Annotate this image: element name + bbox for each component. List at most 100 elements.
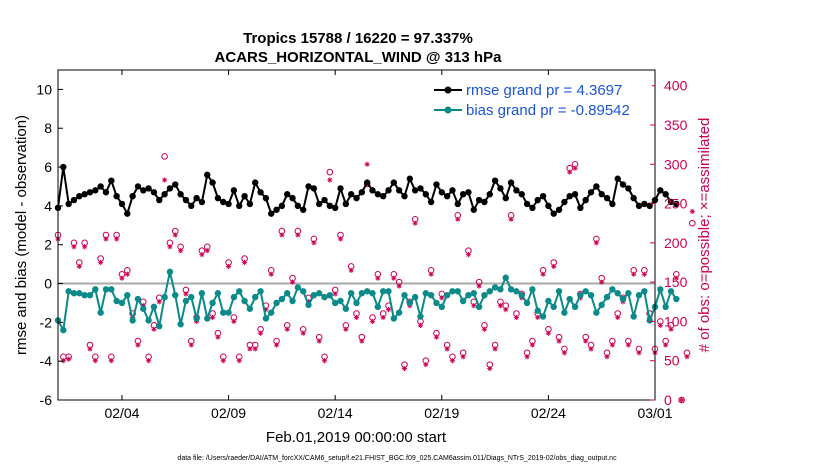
bias-point <box>177 321 184 328</box>
left-y-tick-label: 2 <box>44 237 52 253</box>
rmse-point <box>214 194 222 202</box>
bias-point <box>475 303 483 311</box>
obs-assimilated-marker <box>364 161 370 167</box>
bias-point <box>395 309 403 316</box>
rmse-point <box>166 185 174 192</box>
bias-point <box>630 313 637 320</box>
asterisk-stroke <box>327 177 332 183</box>
rmse-point <box>593 183 600 190</box>
rmse-point <box>443 192 451 200</box>
rmse-point <box>561 198 568 206</box>
rmse-point <box>497 185 504 192</box>
bias-point <box>289 297 296 305</box>
rmse-point <box>673 200 680 208</box>
obs-assimilated-marker <box>380 314 386 321</box>
rmse-point <box>252 179 259 186</box>
obs-assimilated-marker <box>167 244 173 250</box>
bias-point <box>587 291 595 299</box>
asterisk-stroke <box>412 221 418 226</box>
rmse-point <box>321 196 328 204</box>
asterisk-stroke <box>381 315 386 320</box>
asterisk-stroke <box>386 307 391 312</box>
x-tick-label: 02/24 <box>531 405 566 421</box>
rmse-point <box>310 185 318 192</box>
bias-point <box>555 288 563 295</box>
left-y-axis-ticks: 10 8 6 4 2 0 -2 -4 -6 <box>36 81 63 408</box>
bias-point <box>124 291 131 299</box>
obs-assimilated-marker <box>583 338 589 344</box>
rmse-point <box>278 202 286 210</box>
bias-point <box>646 317 653 324</box>
bias-point <box>92 286 99 293</box>
bias-point <box>534 307 541 314</box>
obs-assimilated-marker <box>396 283 402 289</box>
asterisk-stroke <box>103 236 109 242</box>
asterisk-stroke <box>359 338 364 344</box>
asterisk-stroke <box>210 315 215 320</box>
rmse-point <box>630 194 637 202</box>
x-axis-label: Feb.01,2019 00:00:00 start <box>266 429 447 446</box>
obs-assimilated-marker <box>321 358 328 364</box>
bias-point <box>470 290 477 297</box>
obs-assimilated-marker <box>87 346 93 352</box>
rmse-point <box>390 179 398 186</box>
obs-assimilated-marker <box>343 326 349 332</box>
bias-point <box>166 268 174 276</box>
obs-assimilated-marker <box>476 283 482 289</box>
asterisk-stroke <box>428 272 434 277</box>
obs-assimilated-marker <box>332 291 338 297</box>
obs-assimilated-marker <box>673 275 679 281</box>
rmse-point <box>539 192 547 200</box>
obs-assimilated-marker <box>439 295 445 301</box>
bias-point <box>614 290 621 297</box>
bias-point <box>406 299 414 307</box>
obs-assimilated-marker <box>593 240 599 246</box>
asterisk-stroke <box>157 299 162 304</box>
bias-point <box>582 288 589 295</box>
obs-assimilated-marker <box>444 346 450 352</box>
left-y-tick-label: 10 <box>36 81 52 97</box>
obs-assimilated-marker <box>124 271 130 277</box>
rmse-point <box>230 187 238 194</box>
rmse-point <box>246 200 254 208</box>
legend-box <box>426 77 652 123</box>
asterisk-stroke <box>594 240 599 245</box>
obs-assimilated-marker <box>241 259 248 266</box>
rmse-point <box>326 202 334 210</box>
bias-point <box>603 293 611 301</box>
bias-series <box>54 268 680 334</box>
bias-point <box>417 313 424 320</box>
rmse-point <box>65 200 72 208</box>
asterisk-stroke <box>572 166 578 171</box>
bias-point <box>337 297 344 305</box>
bias-point <box>401 291 408 299</box>
asterisk-stroke <box>338 236 343 242</box>
asterisk-stroke <box>290 280 295 285</box>
obs-assimilated-marker <box>114 236 120 242</box>
obs-assimilated-marker <box>497 303 504 309</box>
rmse-point <box>491 177 499 184</box>
right-y-tick-label: 0 <box>664 392 672 408</box>
rmse-point <box>225 200 232 208</box>
bias-point <box>411 293 419 301</box>
obs-assimilated-marker <box>433 334 440 340</box>
obs-assimilated-marker <box>503 307 509 313</box>
rmse-point <box>555 206 563 213</box>
data-file-footer: data file: /Users/raeder/DAI/ATM_forcXX/… <box>177 455 617 462</box>
rmse-point <box>662 191 669 198</box>
bias-point <box>188 293 195 301</box>
obs-assimilated-marker <box>236 358 242 364</box>
bias-point <box>172 291 179 299</box>
bias-point <box>657 286 664 293</box>
bias-point <box>241 297 248 305</box>
obs-assimilated-marker <box>572 165 578 171</box>
obs-assimilated-marker <box>684 354 690 360</box>
asterisk-stroke <box>498 303 503 308</box>
bias-point <box>268 309 275 316</box>
left-y-tick-label: 6 <box>44 159 52 175</box>
right-y-tick-label: 50 <box>664 353 680 369</box>
obs-assimilated-marker <box>401 365 408 372</box>
rmse-point <box>619 181 627 188</box>
bias-point <box>156 323 163 330</box>
asterisk-stroke <box>215 335 221 340</box>
